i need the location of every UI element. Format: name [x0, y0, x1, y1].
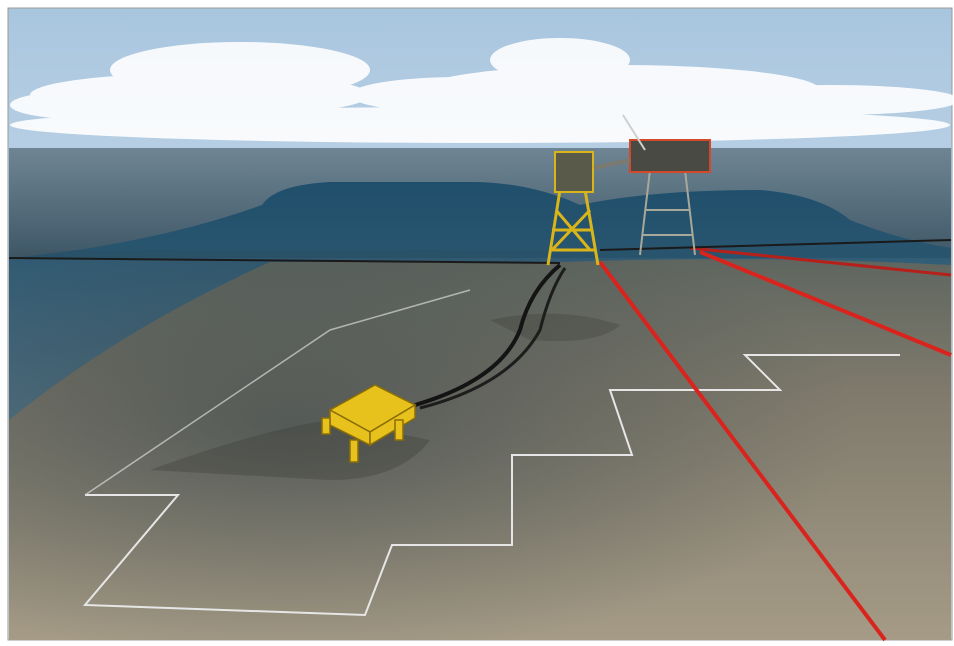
pipeline-red — [689, 246, 952, 277]
seabed-shadow — [9, 250, 951, 640]
pipeline-red — [699, 250, 952, 357]
bridge — [593, 158, 631, 170]
flowline — [414, 263, 562, 407]
pipeline-red — [598, 260, 887, 642]
licence-boundary — [82, 354, 900, 617]
jacket — [639, 169, 696, 256]
licence-boundary — [84, 289, 471, 496]
export-line — [599, 239, 952, 251]
flowline — [419, 267, 567, 410]
export-line — [8, 257, 561, 264]
topside — [554, 151, 594, 193]
clouds — [10, 38, 954, 143]
topside — [629, 139, 711, 173]
crane — [622, 114, 646, 151]
subsea-template — [321, 384, 417, 463]
